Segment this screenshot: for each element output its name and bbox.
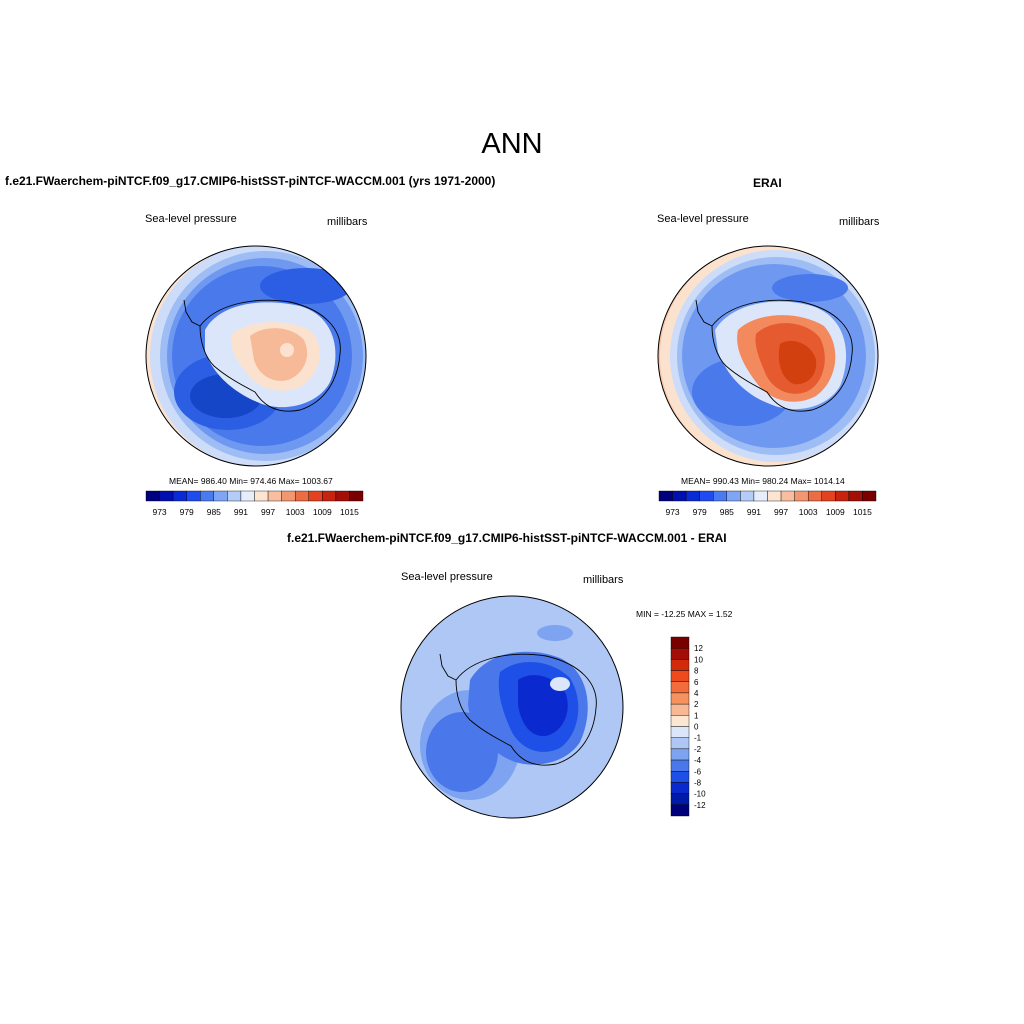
case-colorbar-swatch (200, 490, 215, 502)
diff-colorbar-tick-label: -12 (694, 801, 706, 810)
diff-colorbar-swatch (670, 681, 690, 694)
diff-colorbar-tick-label: 6 (694, 678, 699, 687)
obs-colorbar-tick-label: 973 (665, 507, 679, 517)
case-colorbar-swatch (335, 490, 350, 502)
case-colorbar-tick-label: 979 (180, 507, 194, 517)
diff-colorbar-tick-label: -6 (694, 767, 702, 776)
obs-colorbar-tick-label: 997 (774, 507, 788, 517)
diff-colorbar-swatch (670, 782, 690, 794)
case-colorbar-swatch (294, 490, 309, 502)
case-colorbar: 973 979 985 991 997 1003 1009 1015 (145, 490, 364, 517)
obs-colorbar-tick-label: 1009 (826, 507, 845, 517)
obs-colorbar: 973 979 985 991 997 1003 1009 1015 (658, 490, 877, 517)
obs-colorbar-swatch (767, 490, 782, 502)
case-variable-label: Sea-level pressure (145, 213, 237, 225)
case-colorbar-tick-label: 997 (261, 507, 275, 517)
diff-colorbar-tick-label: 12 (694, 644, 703, 653)
obs-colorbar-swatch (807, 490, 822, 502)
obs-colorbar-swatch (848, 490, 863, 502)
obs-stats: MEAN= 990.43 Min= 980.24 Max= 1014.14 (681, 476, 845, 486)
case-colorbar-tick-label: 1009 (313, 507, 332, 517)
obs-colorbar-swatch (740, 490, 755, 502)
obs-colorbar-swatch (794, 490, 809, 502)
diff-colorbar-tick-label: -10 (694, 790, 706, 799)
obs-variable-label: Sea-level pressure (657, 213, 749, 225)
obs-colorbar-swatch (672, 490, 687, 502)
obs-colorbar-swatch (685, 490, 700, 502)
diff-colorbar-swatch (670, 715, 690, 727)
diff-colorbar-swatch (670, 692, 690, 705)
case-colorbar-swatch (267, 490, 282, 502)
diff-colorbar-tick-label: 8 (694, 667, 699, 676)
obs-colorbar-swatch (780, 490, 795, 502)
obs-colorbar-swatch (658, 490, 673, 502)
case-colorbar-tick-label: 973 (152, 507, 166, 517)
obs-units-label: millibars (839, 216, 880, 228)
case-colorbar-swatch (213, 490, 228, 502)
case-colorbar-tick-label: 985 (207, 507, 221, 517)
obs-colorbar-swatch (753, 490, 768, 502)
diff-colorbar-tick-label: 1 (694, 711, 699, 720)
case-colorbar-swatch (227, 490, 242, 502)
figure-title: ANN (481, 128, 543, 160)
case-colorbar-swatch (186, 490, 201, 502)
diff-colorbar-swatch (670, 804, 690, 817)
case-colorbar-swatch (172, 490, 187, 502)
case-colorbar-swatch (281, 490, 296, 502)
diff-colorbar-swatch (670, 636, 690, 649)
diff-colorbar-swatch (670, 726, 690, 738)
case-colorbar-tick-label: 1015 (340, 507, 359, 517)
diff-colorbar-swatch (670, 670, 690, 682)
diff-colorbar-swatch (670, 703, 690, 716)
diff-colorbar-tick-label: -4 (694, 756, 702, 765)
case-colorbar-swatch (159, 490, 174, 502)
diff-colorbar-swatch (670, 771, 690, 783)
diff-colorbar-swatch (670, 748, 690, 761)
obs-colorbar-swatch (699, 490, 714, 502)
case-panel-title: f.e21.FWaerchem-piNTCF.f09_g17.CMIP6-his… (5, 174, 496, 188)
diff-panel-title: f.e21.FWaerchem-piNTCF.f09_g17.CMIP6-his… (287, 531, 727, 545)
case-units-label: millibars (327, 216, 368, 228)
diff-colorbar-tick-label: 10 (694, 655, 703, 664)
diff-variable-label: Sea-level pressure (401, 571, 493, 583)
diff-units-label: millibars (583, 574, 624, 586)
obs-colorbar-tick-label: 1003 (799, 507, 818, 517)
case-colorbar-tick-label: 1003 (286, 507, 305, 517)
diff-colorbar-tick-label: -1 (694, 734, 702, 743)
obs-colorbar-tick-label: 1015 (853, 507, 872, 517)
diff-colorbar-swatch (670, 737, 690, 750)
diff-colorbar-swatch (670, 659, 690, 671)
obs-colorbar-swatch (821, 490, 836, 502)
obs-colorbar-swatch (713, 490, 728, 502)
obs-colorbar-swatch (835, 490, 850, 502)
obs-colorbar-tick-label: 991 (747, 507, 761, 517)
case-colorbar-swatch (349, 490, 364, 502)
obs-colorbar-tick-label: 979 (693, 507, 707, 517)
case-stats: MEAN= 986.40 Min= 974.46 Max= 1003.67 (169, 476, 333, 486)
diff-stats: MIN = -12.25 MAX = 1.52 (636, 609, 733, 619)
diff-colorbar-tick-label: -2 (694, 745, 702, 754)
diff-colorbar-swatch (670, 793, 690, 806)
diff-colorbar-swatch (670, 759, 690, 772)
obs-colorbar-swatch (726, 490, 741, 502)
case-colorbar-swatch (322, 490, 337, 502)
case-colorbar-tick-label: 991 (234, 507, 248, 517)
obs-panel-title: ERAI (753, 176, 782, 190)
case-colorbar-swatch (308, 490, 323, 502)
diff-colorbar-swatch (670, 647, 690, 660)
obs-colorbar-swatch (862, 490, 877, 502)
diff-colorbar-tick-label: -8 (694, 778, 702, 787)
diff-colorbar-tick-label: 4 (694, 689, 699, 698)
case-colorbar-swatch (254, 490, 269, 502)
diff-colorbar-tick-label: 0 (694, 723, 699, 732)
diff-colorbar-tick-label: 2 (694, 700, 699, 709)
case-colorbar-swatch (145, 490, 160, 502)
obs-colorbar-tick-label: 985 (720, 507, 734, 517)
case-colorbar-swatch (240, 490, 255, 502)
